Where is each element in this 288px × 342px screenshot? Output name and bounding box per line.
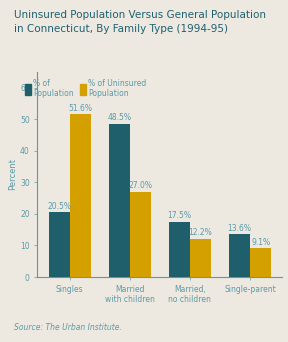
Text: Uninsured Population Versus General Population: Uninsured Population Versus General Popu… [14, 10, 266, 20]
Text: 20.5%: 20.5% [47, 202, 71, 211]
Bar [70, 114, 91, 277]
Text: 12.2%: 12.2% [189, 228, 212, 237]
Bar [229, 234, 250, 277]
Legend: % of
Population, % of Uninsured
Population: % of Population, % of Uninsured Populati… [22, 76, 149, 101]
Text: 27.0%: 27.0% [128, 181, 152, 190]
Text: 9.1%: 9.1% [251, 238, 270, 247]
Bar [169, 222, 190, 277]
Y-axis label: Percent: Percent [8, 158, 17, 190]
Bar [109, 124, 130, 277]
Bar [190, 238, 211, 277]
Text: 48.5%: 48.5% [107, 113, 131, 122]
Bar [49, 212, 70, 277]
Text: 51.6%: 51.6% [68, 104, 92, 113]
Bar [130, 192, 151, 277]
Text: 13.6%: 13.6% [228, 224, 251, 233]
Bar [250, 248, 271, 277]
Text: 17.5%: 17.5% [167, 211, 192, 220]
Text: in Connecticut, By Family Type (1994-95): in Connecticut, By Family Type (1994-95) [14, 24, 228, 34]
Text: Source: The Urban Institute.: Source: The Urban Institute. [14, 323, 122, 332]
